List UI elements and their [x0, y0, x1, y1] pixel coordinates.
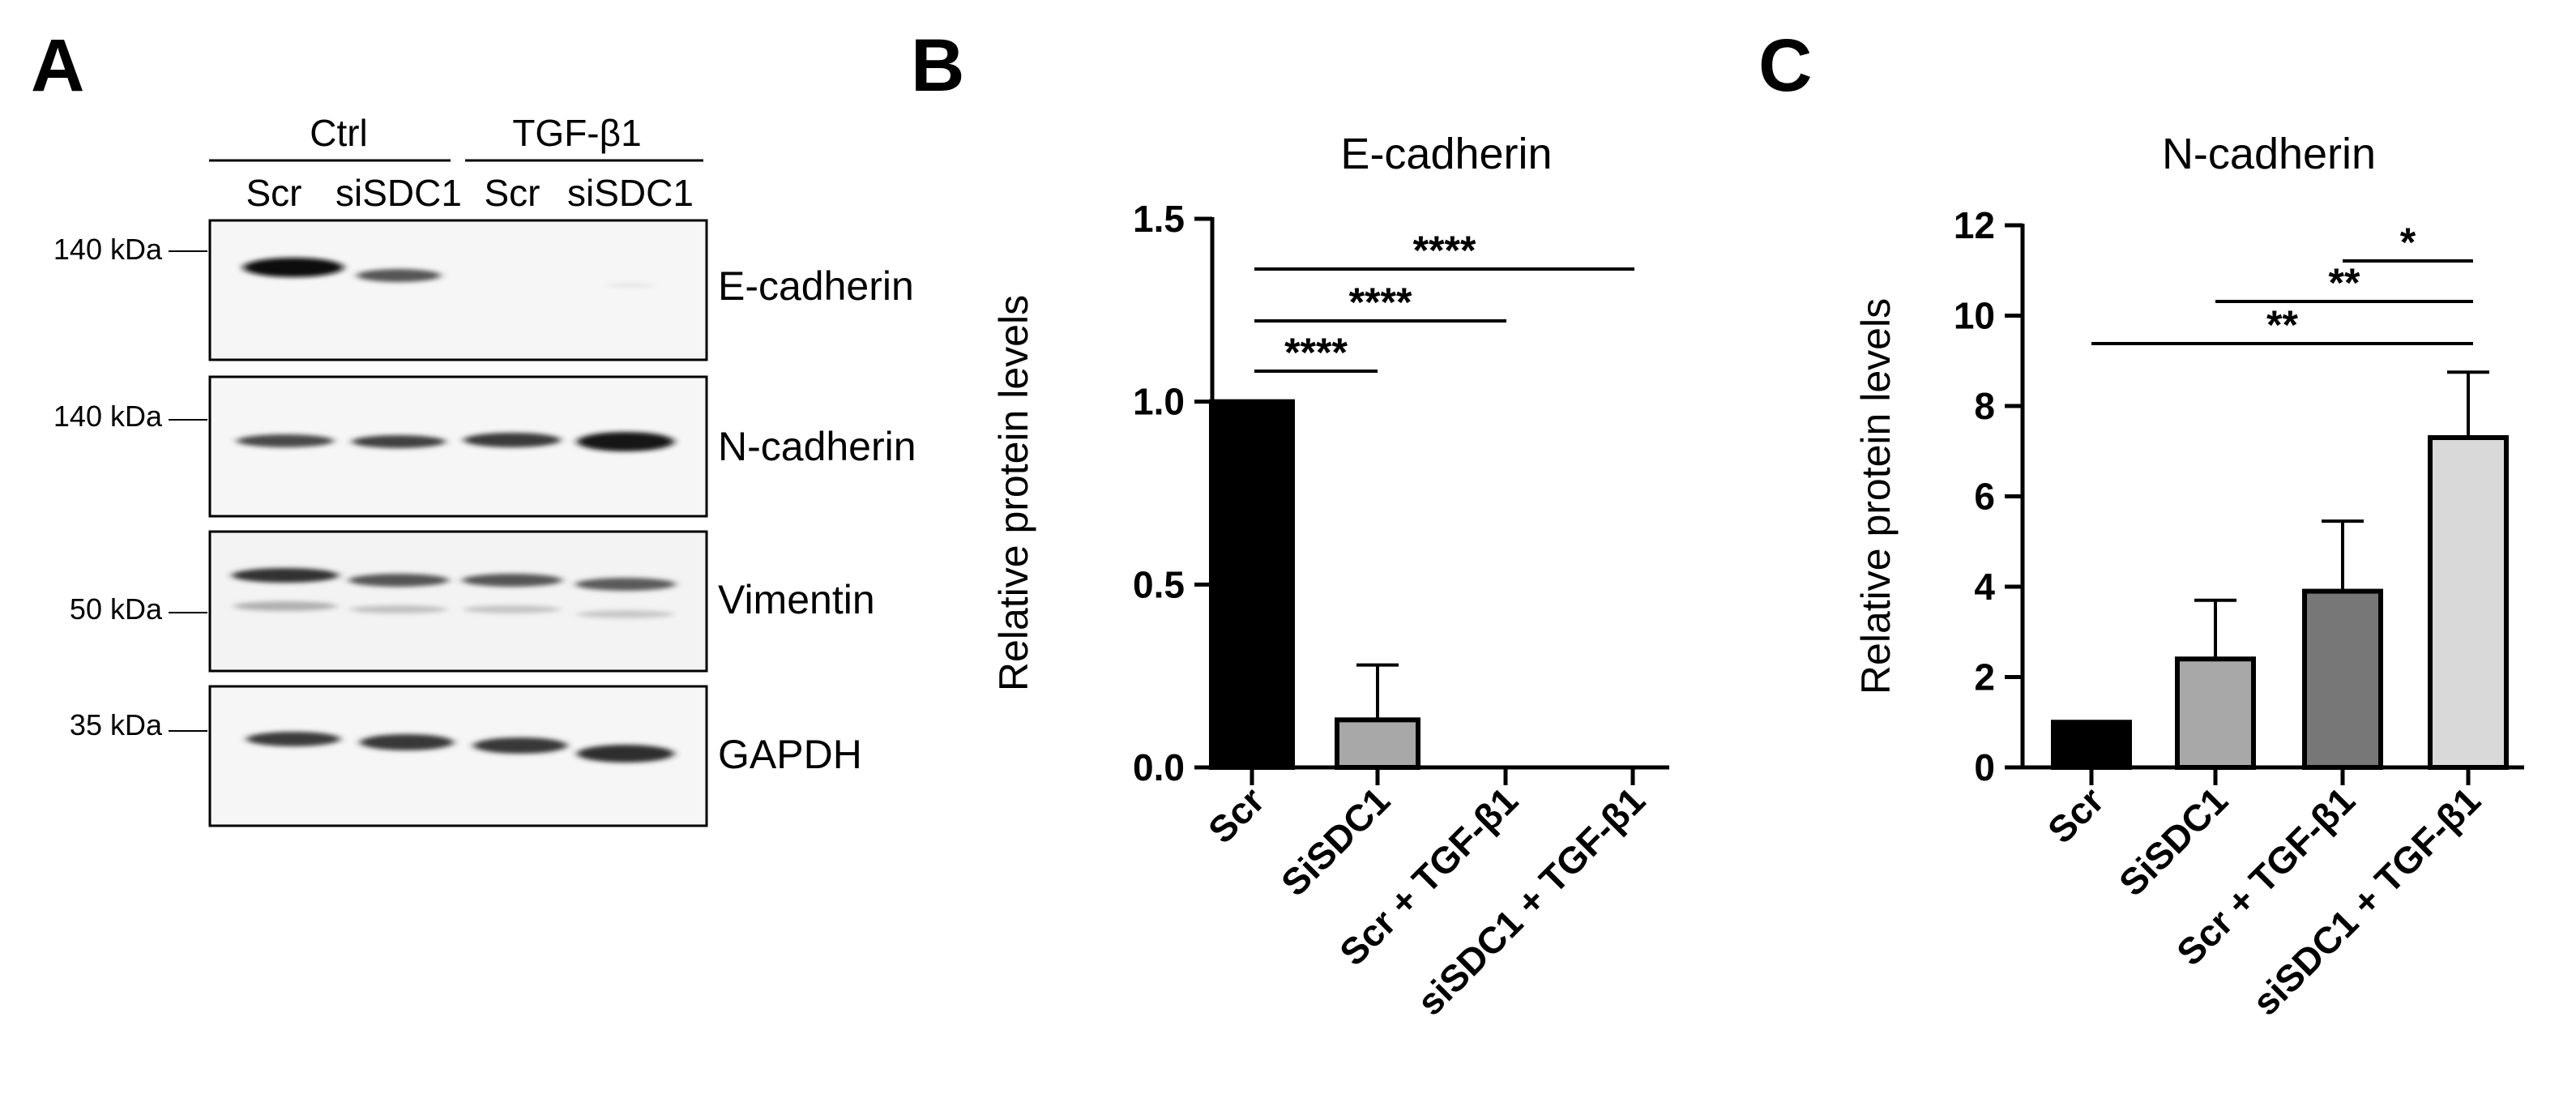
bar: [2302, 588, 2383, 771]
lane-label: siSDC1: [335, 172, 462, 214]
y-tick-label: 10: [1954, 295, 1995, 337]
band: [360, 734, 454, 750]
x-tick-label: SiSDC1: [2111, 779, 2236, 904]
protein-label: N-cadherin: [718, 424, 916, 469]
panel-letter-a: A: [31, 24, 84, 107]
band: [464, 605, 561, 613]
y-tick-label: 12: [1954, 204, 1995, 246]
band: [606, 283, 655, 288]
y-tick-label: 1.5: [1133, 198, 1185, 240]
band: [577, 610, 674, 618]
y-axis-label: Relative protein levels: [1853, 298, 1899, 694]
lane-label: Scr: [485, 172, 540, 214]
western-blot-panel: Ctrl TGF-β1 Scr siSDC1 Scr siSDC1 140 kD…: [53, 112, 916, 827]
marker-label: 50 kDa: [70, 592, 163, 626]
significance-label: *: [2400, 220, 2416, 265]
band: [577, 432, 674, 451]
bar-chart-e-cadherin: E-cadherin Relative protein levels 0.0 0.5 1…: [991, 130, 1669, 1023]
panel-letter-c: C: [1758, 24, 1812, 107]
y-axis-label: Relative protein levels: [991, 295, 1036, 691]
chart-title: E-cadherin: [1340, 130, 1552, 178]
bar: [1335, 717, 1420, 770]
band: [246, 732, 340, 746]
x-tick-label: SiSDC1: [1273, 779, 1398, 904]
band: [462, 574, 562, 587]
band: [350, 605, 447, 613]
x-tick-label: siSDC1 + TGF-β1: [2245, 779, 2489, 1023]
band: [357, 269, 441, 282]
band: [232, 568, 339, 583]
lane-label: siSDC1: [567, 172, 694, 214]
significance-label: ****: [1284, 330, 1348, 375]
protein-label: E-cadherin: [718, 263, 914, 309]
y-tick-label: 0.0: [1133, 746, 1185, 788]
marker-label: 35 kDa: [70, 708, 163, 741]
chart-title: N-cadherin: [2162, 130, 2376, 178]
marker-label: 140 kDa: [53, 400, 163, 433]
significance-label: **: [2266, 302, 2298, 348]
y-tick-label: 2: [1974, 656, 1995, 699]
bar: [2051, 720, 2132, 770]
y-tick-label: 6: [1974, 476, 1995, 518]
significance-label: ****: [1413, 228, 1476, 273]
marker-label: 140 kDa: [53, 233, 163, 266]
x-tick-label: Scr: [2040, 779, 2112, 851]
y-tick-label: 0: [1974, 746, 1995, 788]
y-tick-label: 1.0: [1133, 381, 1185, 423]
group-label-tgf: TGF-β1: [512, 112, 641, 154]
blot-e-cadherin: [208, 219, 708, 361]
x-tick-label: siSDC1 + TGF-β1: [1409, 779, 1654, 1023]
band: [348, 574, 449, 587]
y-tick-label: 4: [1974, 566, 1995, 608]
band: [575, 578, 676, 591]
significance-label: **: [2329, 260, 2360, 306]
y-tick-label: 8: [1974, 385, 1995, 427]
band: [577, 745, 674, 763]
bar: [2175, 656, 2256, 771]
bar: [2428, 435, 2509, 771]
bar: [1209, 399, 1295, 770]
group-label-ctrl: Ctrl: [310, 112, 368, 154]
band: [237, 434, 334, 447]
band: [473, 737, 567, 754]
blot-vimentin: [208, 530, 708, 673]
protein-label: Vimentin: [718, 577, 875, 622]
band: [352, 435, 446, 448]
bar-chart-n-cadherin: N-cadherin Relative protein levels 0 2 4 6 8 10…: [1853, 130, 2524, 1023]
protein-label: GAPDH: [718, 732, 862, 777]
significance-label: ****: [1349, 280, 1412, 325]
panel-letter-b: B: [911, 24, 964, 107]
x-tick-label: Scr: [1200, 779, 1272, 851]
y-tick-label: 0.5: [1133, 563, 1185, 605]
band: [233, 601, 337, 611]
lane-label: Scr: [246, 172, 302, 214]
band: [464, 433, 561, 447]
band: [243, 258, 344, 277]
